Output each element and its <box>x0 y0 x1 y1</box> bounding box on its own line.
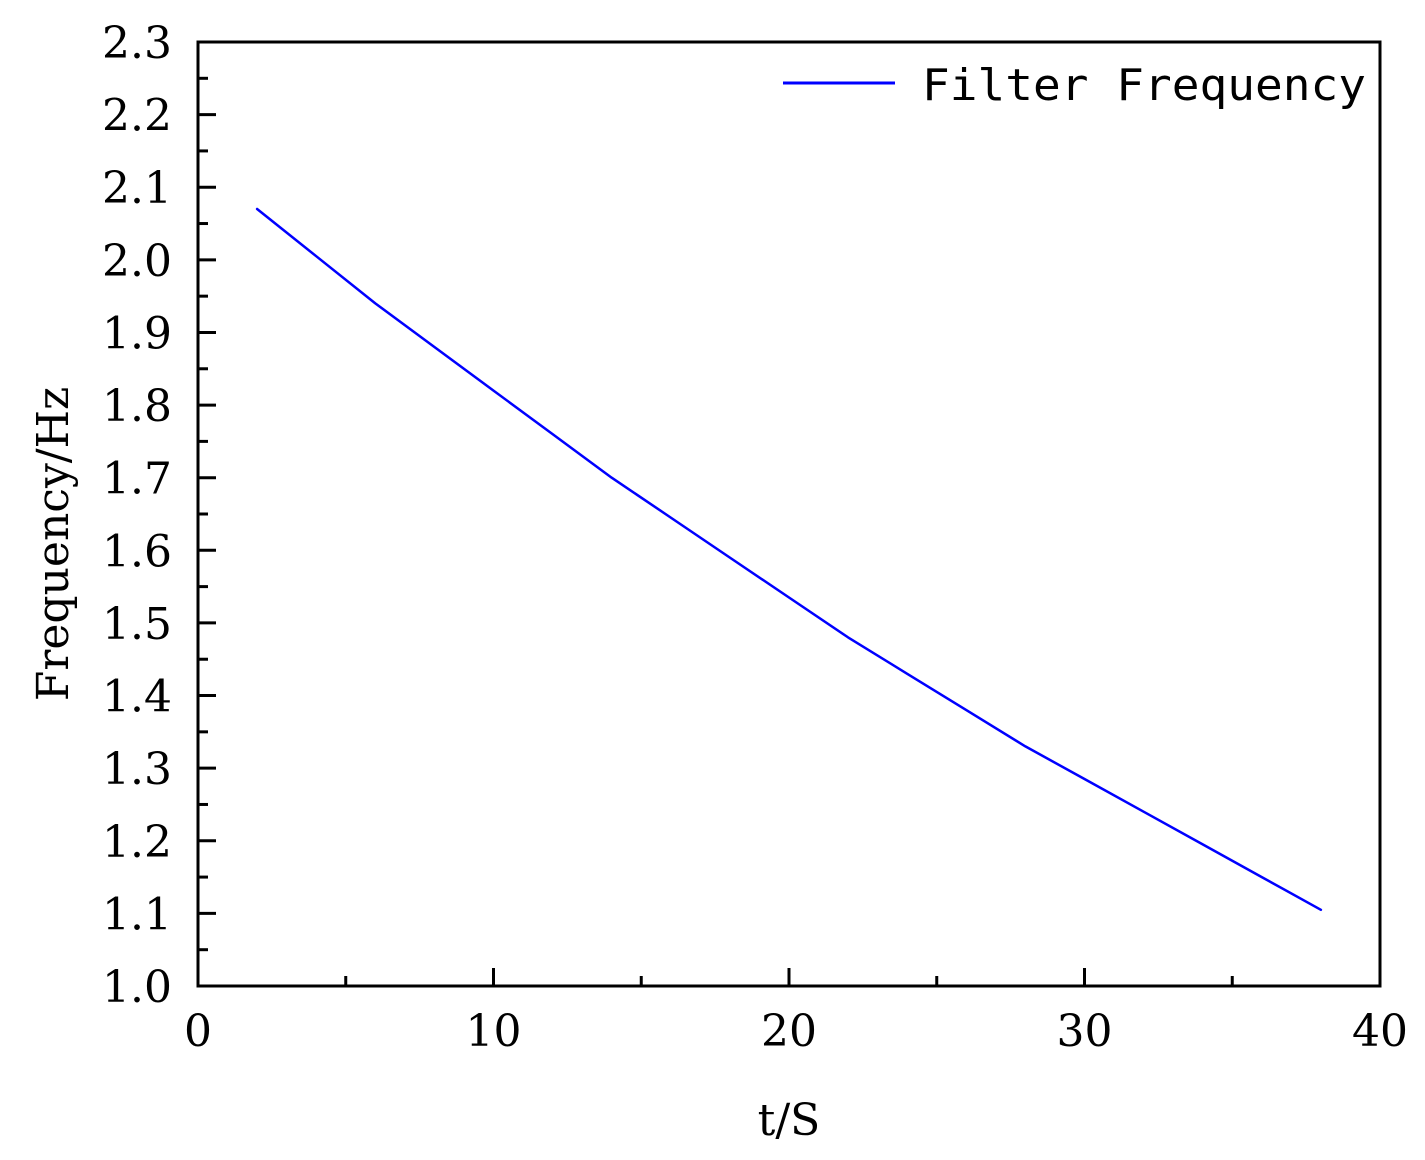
y-tick-label: 1.3 <box>102 744 172 795</box>
labels-layer: 0 10 20 30 40 1.0 1.1 1.2 1.3 1.4 1.5 1.6 1.7 1.8 1.9 2… <box>102 18 1408 1057</box>
y-tick-label: 1.5 <box>102 599 172 650</box>
y-tick-label: 2.2 <box>102 91 172 142</box>
y-axis-title: Frequency/Hz <box>28 387 79 701</box>
y-tick-label: 1.8 <box>102 381 172 432</box>
legend-label-filter-frequency: Filter Frequency <box>922 60 1366 111</box>
legend: Filter Frequency <box>783 60 1366 111</box>
y-tick-label: 2.3 <box>102 18 172 69</box>
y-tick-label: 1.6 <box>102 526 172 577</box>
y-tick-label: 1.1 <box>102 889 172 940</box>
x-tick-label: 20 <box>761 1006 817 1057</box>
y-tick-label: 1.0 <box>102 962 172 1013</box>
y-tick-label: 1.2 <box>102 817 172 868</box>
x-tick-label: 30 <box>1057 1006 1113 1057</box>
ticks-layer <box>196 40 1382 988</box>
y-tick-label: 2.1 <box>102 163 172 214</box>
y-tick-label: 1.4 <box>102 672 172 723</box>
y-tick-label: 2.0 <box>102 236 172 287</box>
series-line-filter-frequency <box>255 207 1323 912</box>
y-tick-label: 1.7 <box>102 454 172 505</box>
x-axis-title: t/S <box>758 1095 821 1146</box>
y-tick-label: 1.9 <box>102 308 172 359</box>
x-tick-label: 10 <box>466 1006 522 1057</box>
x-tick-label: 40 <box>1352 1006 1408 1057</box>
x-tick-label: 0 <box>184 1006 212 1057</box>
plot-frame <box>196 40 1382 988</box>
series-layer <box>255 207 1323 912</box>
